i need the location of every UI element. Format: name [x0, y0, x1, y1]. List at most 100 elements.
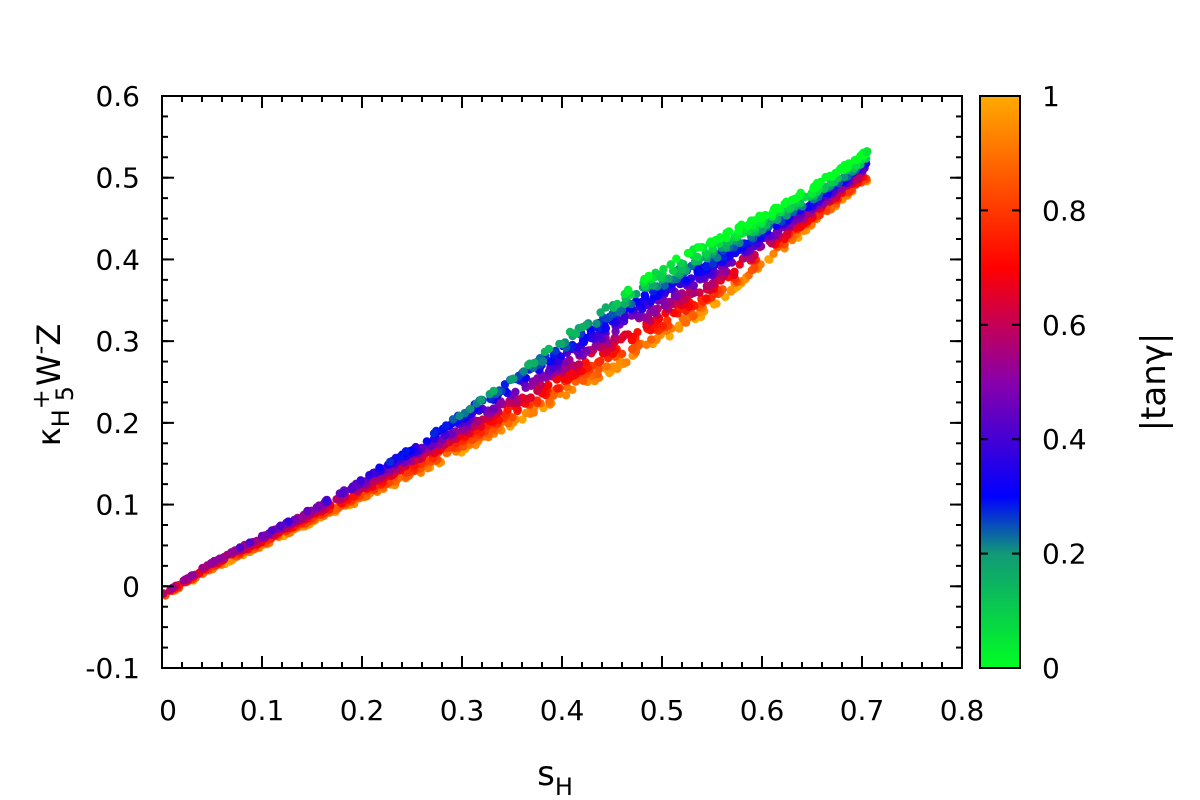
scatter-point — [564, 370, 573, 379]
scatter-point — [675, 324, 684, 333]
scatter-point — [168, 583, 177, 592]
x-tick-label: 0.1 — [240, 694, 285, 727]
scatter-point — [524, 360, 533, 370]
y-tick-label: -0.1 — [85, 652, 140, 685]
scatter-point — [596, 308, 605, 317]
y-tick-label: 0.3 — [95, 325, 140, 358]
colorbar-tick-label: 0.8 — [1042, 194, 1087, 227]
scatter-point — [544, 380, 553, 390]
y-axis-label: κH+5W-Z — [26, 324, 79, 447]
y-tick-label: 0.6 — [95, 80, 140, 113]
scatter-point — [188, 571, 197, 580]
x-tick-label: 0 — [159, 694, 177, 727]
scatter-point — [578, 322, 587, 332]
scatter-point — [647, 335, 656, 344]
scatter-point — [628, 344, 637, 354]
scatter-point — [448, 415, 458, 424]
scatter-point — [843, 160, 852, 169]
scatter-point — [680, 318, 690, 327]
x-tick-label: 0.7 — [840, 694, 885, 727]
scatter-point — [276, 521, 285, 530]
scatter-point — [620, 313, 629, 322]
scatter-point — [227, 548, 236, 557]
scatter-point — [596, 356, 605, 366]
y-axis-ticks: -0.1 0 0.1 0.2 0.3 0.4 0.5 0.6 — [85, 80, 962, 685]
scatter-point — [267, 526, 277, 535]
scatter-point — [601, 303, 610, 312]
scatter-point — [693, 252, 702, 262]
scatter-point — [624, 286, 633, 295]
y-tick-label: 0 — [122, 570, 140, 603]
scatter-point — [215, 554, 224, 563]
scatter-point — [726, 287, 736, 296]
scatter-point — [582, 346, 591, 355]
x-tick-label: 0.4 — [540, 694, 585, 727]
scatter-point — [613, 299, 622, 309]
scatter-point — [666, 260, 675, 269]
scatter-point — [441, 421, 451, 430]
colorbar-tick-label: 0.6 — [1042, 309, 1087, 342]
scatter-point — [712, 299, 721, 308]
scatter-point — [557, 339, 566, 349]
scatter-point — [744, 220, 753, 230]
scatter-point — [553, 384, 562, 393]
scatter-point — [365, 471, 374, 480]
scatter-point — [816, 177, 825, 187]
colorbar-tick-label: 0.2 — [1042, 538, 1087, 571]
scatter-point — [385, 457, 395, 467]
scatter-point — [257, 531, 267, 541]
scatter-point — [749, 216, 759, 225]
scatter-point — [503, 406, 512, 415]
scatter-point — [683, 248, 693, 258]
scatter-point — [839, 172, 849, 182]
scatter-point — [659, 264, 668, 274]
scatter-point — [509, 374, 518, 383]
scatter-point — [518, 415, 527, 424]
scatter-point — [476, 395, 486, 404]
scatter-point — [511, 387, 520, 397]
scatter-point — [853, 155, 862, 164]
scatter-point — [198, 563, 207, 573]
scatter-point — [689, 281, 698, 290]
scatter-point — [529, 408, 538, 417]
scatter-point — [617, 349, 627, 358]
scatter-point — [245, 538, 254, 547]
colorbar-tick-label: 1 — [1042, 80, 1060, 113]
scatter-point — [672, 254, 681, 263]
colorbar-ticks: 0 0.2 0.4 0.6 0.8 1 — [980, 80, 1087, 685]
scatter-point — [508, 413, 517, 422]
scatter-point — [768, 209, 777, 218]
scatter-point — [708, 279, 717, 288]
scatter-point — [782, 230, 791, 239]
scatter-point — [322, 496, 332, 505]
scatter-point — [565, 327, 575, 337]
scatter-points — [162, 147, 872, 600]
scatter-point — [544, 344, 554, 354]
scatter-point — [769, 249, 778, 258]
x-tick-label: 0.6 — [740, 694, 785, 727]
scatter-point — [644, 271, 653, 281]
scatter-point — [297, 513, 306, 523]
scatter-point — [284, 517, 293, 526]
scatter-point — [794, 192, 803, 201]
scatter-point — [680, 276, 690, 285]
scatter-point — [602, 362, 611, 371]
scatter-point — [670, 291, 680, 301]
scatter-point — [581, 358, 590, 367]
scatter-point — [401, 447, 411, 456]
x-tick-label: 0.2 — [340, 694, 385, 727]
scatter-point — [466, 404, 475, 414]
scatter-point — [602, 314, 612, 323]
x-tick-label: 0.8 — [940, 694, 985, 727]
colorbar-tick-label: 0.4 — [1042, 423, 1087, 456]
scatter-point — [695, 243, 704, 252]
scatter-point — [429, 429, 439, 438]
colorbar-label: |tanγ| — [1134, 333, 1174, 432]
scatter-point — [620, 330, 630, 339]
scatter-point — [750, 263, 759, 272]
scatter-point — [610, 333, 620, 342]
scatter-point — [787, 195, 797, 205]
scatter-point — [551, 346, 560, 356]
scatter-point — [641, 292, 650, 302]
